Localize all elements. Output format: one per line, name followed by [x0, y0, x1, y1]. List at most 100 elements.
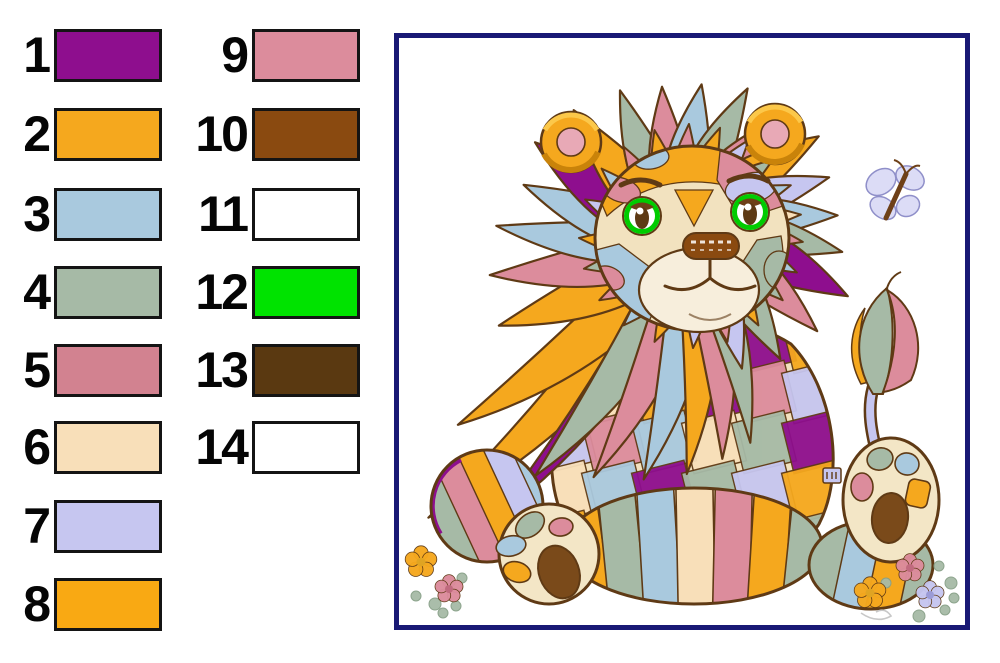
star-flower-icon: [404, 545, 438, 577]
legend-item: 14: [148, 421, 360, 474]
legend-item: 7: [0, 500, 162, 553]
thread-color-swatch: [252, 421, 360, 474]
thread-number: 5: [23, 342, 51, 398]
fabric-tag-marks: [826, 472, 837, 479]
thread-color-swatch: [252, 29, 360, 82]
leaf-dot: [410, 590, 422, 602]
thread-color-swatch: [252, 344, 360, 397]
butterfly-body: [883, 171, 909, 221]
chin-crease: [688, 313, 732, 321]
body-patch: [780, 318, 834, 375]
thread-number: 4: [23, 264, 51, 320]
lion-head: [593, 144, 791, 334]
hind-stripe: [674, 488, 717, 604]
thread-number: 6: [23, 419, 51, 475]
thread-color-swatch: [54, 500, 162, 553]
thread-color-swatch: [54, 188, 162, 241]
lion-hind-legs: [564, 486, 824, 606]
thread-color-swatch: [252, 266, 360, 319]
butterfly-antennae: [893, 159, 921, 175]
thread-number: 13: [195, 342, 249, 398]
legend-item: 3: [0, 188, 162, 241]
thread-number: 14: [195, 419, 249, 475]
leaf-dot: [450, 600, 462, 612]
toe-pad: [894, 452, 920, 476]
toe-pad: [904, 478, 932, 509]
thread-color-swatch: [54, 29, 162, 82]
flower-center: [865, 588, 875, 598]
legend-item: 12: [148, 266, 360, 319]
thread-number: 1: [23, 27, 51, 83]
thread-color-legend: 1 2 3 4 5 6 7 8 9 10 11 12 13 14: [0, 0, 394, 663]
butterfly-wing: [895, 194, 921, 218]
thread-number: 2: [23, 106, 51, 162]
toe-pad: [502, 560, 532, 584]
swirl-stitch: [860, 609, 893, 621]
left-eye: [618, 177, 663, 236]
thread-color-swatch: [54, 421, 162, 474]
eye-green-ring: [732, 194, 768, 230]
flower-center: [416, 557, 426, 567]
thread-color-swatch: [252, 108, 360, 161]
decorations: [404, 159, 960, 623]
thread-number: 3: [23, 186, 51, 242]
butterfly-icon: [865, 159, 925, 221]
eye-lid: [738, 198, 762, 207]
star-flower-icon: [853, 576, 887, 608]
hind-stripe: [635, 488, 683, 604]
toe-pad: [866, 447, 894, 471]
right-eye: [726, 173, 771, 232]
legend-item: 2: [0, 108, 162, 161]
eye-lid: [630, 202, 654, 211]
leaf-dot: [912, 609, 926, 623]
leaf-dot: [948, 592, 960, 604]
lion-ears: [539, 102, 807, 174]
toe-pad: [850, 472, 874, 502]
ear-shade: [541, 150, 601, 173]
lavender-flower-icon: [915, 580, 945, 609]
thread-number: 9: [221, 27, 249, 83]
legend-item: 13: [148, 344, 360, 397]
thread-number: 11: [198, 186, 249, 242]
eye-shine: [744, 203, 752, 211]
leaf-dot: [939, 604, 951, 616]
legend-item: 9: [148, 29, 360, 82]
heel-pad: [870, 492, 910, 544]
thread-number: 8: [23, 576, 51, 632]
legend-item: 8: [0, 578, 162, 631]
legend-item: 6: [0, 421, 162, 474]
eyebrow: [726, 173, 771, 184]
legend-item: 10: [148, 108, 360, 161]
eye-green-ring: [624, 198, 660, 234]
legend-item: 1: [0, 29, 162, 82]
toe-pad: [495, 534, 527, 558]
flower-center: [906, 564, 914, 572]
toe-pad: [548, 517, 574, 537]
pink-flower-icon: [895, 553, 925, 582]
patchwork-lion-preview: [404, 83, 960, 623]
toe-pad: [514, 511, 546, 539]
legend-item: 5: [0, 344, 162, 397]
thread-color-swatch: [54, 344, 162, 397]
leaf-dot: [428, 597, 442, 611]
leaf-dot: [944, 576, 958, 590]
pink-flower-icon: [434, 574, 464, 603]
tail-leaf-tip: [886, 271, 902, 289]
legend-item: 4: [0, 266, 162, 319]
ear-highlight: [746, 104, 804, 124]
thread-number: 12: [195, 264, 249, 320]
leaf-dot: [933, 560, 945, 572]
ear-shade: [745, 142, 805, 165]
thread-color-swatch: [54, 266, 162, 319]
nose: [682, 232, 740, 260]
thread-color-swatch: [252, 188, 360, 241]
eye-shine: [636, 207, 644, 215]
flower-center: [445, 585, 453, 593]
eyebrow: [618, 177, 663, 188]
inner-ear: [760, 119, 790, 149]
right-ear: [743, 102, 807, 166]
design-preview-frame: [394, 33, 970, 630]
mouth: [663, 276, 757, 292]
inner-ear: [556, 127, 586, 157]
left-foot: [429, 448, 601, 606]
